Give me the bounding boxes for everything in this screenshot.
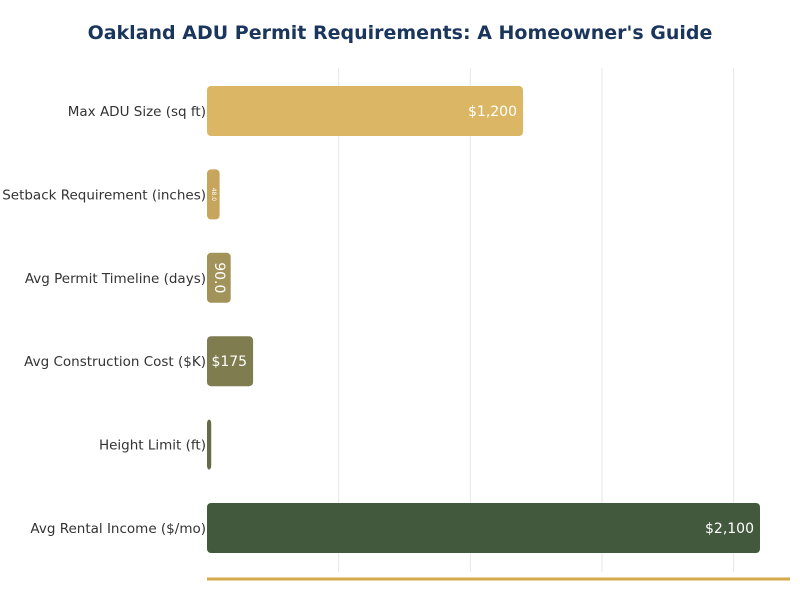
bar bbox=[207, 336, 254, 387]
bars: $1,200 48.0 90.0 $175 $2,100 bbox=[207, 86, 760, 553]
bar bbox=[207, 503, 760, 553]
bar bbox=[207, 86, 523, 136]
bar bbox=[207, 252, 231, 303]
category-label: Avg Construction Cost ($K) bbox=[24, 354, 206, 370]
value-label: $2,100 bbox=[705, 521, 754, 537]
category-label: Height Limit (ft) bbox=[99, 438, 206, 454]
bar bbox=[207, 169, 220, 220]
category-label: Max ADU Size (sq ft) bbox=[68, 104, 206, 120]
category-labels: Max ADU Size (sq ft) Setback Requirement … bbox=[2, 104, 206, 537]
bar bbox=[207, 419, 212, 470]
category-label: Avg Rental Income ($/mo) bbox=[30, 521, 206, 537]
value-label: 48.0 bbox=[210, 188, 217, 202]
category-label: Setback Requirement (inches) bbox=[2, 187, 206, 203]
value-label: 90.0 bbox=[211, 262, 227, 293]
gridlines bbox=[338, 68, 735, 572]
category-label: Avg Permit Timeline (days) bbox=[25, 271, 206, 287]
chart-title: Oakland ADU Permit Requirements: A Homeo… bbox=[87, 22, 713, 44]
value-label: $1,200 bbox=[468, 104, 517, 120]
value-label: $175 bbox=[211, 354, 247, 370]
